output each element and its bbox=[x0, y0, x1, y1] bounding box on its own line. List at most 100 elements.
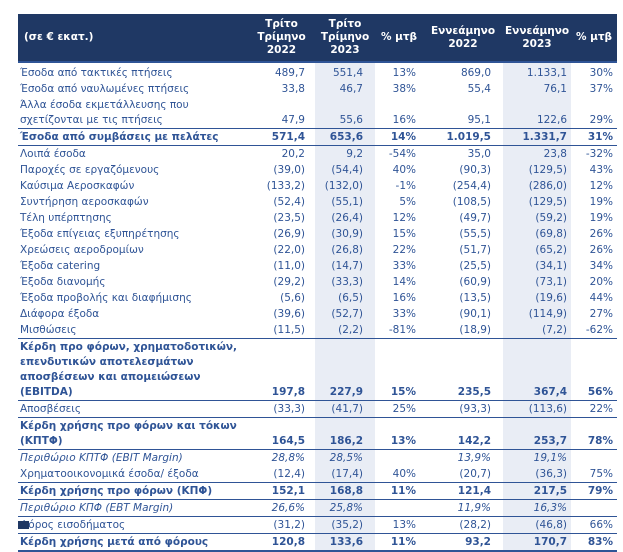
cell-9m-2022: 121,4 bbox=[423, 482, 503, 500]
cell-9m-2023: 76,1 bbox=[503, 81, 571, 97]
cell-q3-2023: (55,1) bbox=[315, 194, 375, 210]
table-row: Χρεώσεις αεροδρομίων (22,0) (26,8) 22% (… bbox=[18, 242, 617, 258]
cell-q3-2023: 28,5% bbox=[315, 449, 375, 466]
header-row: (σε € εκατ.) Τρίτο Τρίμηνο 2022 Τρίτο Τρ… bbox=[18, 14, 617, 63]
row-label: Έσοδα από συμβάσεις με πελάτες bbox=[18, 128, 248, 146]
cell-9m-2022: 13,9% bbox=[457, 452, 491, 464]
cell-9m-2022: (51,7) bbox=[459, 244, 491, 256]
header-unit-label: (σε € εκατ.) bbox=[18, 14, 248, 63]
cell-q3-2022: 197,8 bbox=[248, 338, 315, 401]
table-row: Αποσβέσεις (33,3) (41,7) 25% (93,3) (113… bbox=[18, 400, 617, 418]
cell-pct-change-quarter: -54% bbox=[388, 148, 416, 160]
cell-9m-2023: 217,5 bbox=[503, 482, 571, 500]
row-label: Κέρδη προ φόρων, χρηματοδοτικών, επενδυτ… bbox=[18, 338, 248, 401]
row-label: Αποσβέσεις bbox=[18, 400, 248, 418]
row-label: Άλλα έσοδα εκμετάλλευσης που σχετίζονται… bbox=[20, 99, 189, 126]
header-pct-change-quarter: % μτβ bbox=[375, 14, 423, 63]
table-row: Άλλα έσοδα εκμετάλλευσης που σχετίζονται… bbox=[18, 97, 617, 129]
cell-9m-2023: 23,8 bbox=[503, 145, 571, 162]
row-label: Μισθώσεις bbox=[18, 322, 248, 339]
table-row: Περιθώριο ΚΠΤΦ (EBIT Margin) 28,8% 28,5%… bbox=[18, 449, 617, 467]
row-label: Παροχές σε εργαζόμενους bbox=[20, 164, 160, 176]
row-label: Καύσιμα Αεροσκαφών bbox=[20, 180, 135, 192]
cell-pct-change-9m bbox=[571, 450, 617, 467]
cell-pct-change-quarter: -81% bbox=[375, 322, 423, 339]
cell-9m-2023: 19,1% bbox=[503, 449, 571, 466]
cell-pct-change-9m: 44% bbox=[589, 292, 613, 304]
cell-pct-change-9m: 79% bbox=[571, 482, 617, 500]
table-row: Έσοδα από ναυλωμένες πτήσεις 33,8 46,7 3… bbox=[18, 81, 617, 97]
cell-q3-2022: (22,0) bbox=[273, 244, 305, 256]
cell-9m-2022: (254,4) bbox=[452, 180, 491, 192]
row-label: Τέλη υπέρπτησης bbox=[20, 212, 112, 224]
cell-q3-2023: 133,6 bbox=[315, 533, 375, 552]
cell-pct-change-9m bbox=[571, 499, 617, 517]
cell-pct-change-quarter bbox=[375, 499, 423, 517]
cell-9m-2023: 122,6 bbox=[503, 97, 571, 129]
cell-pct-change-9m: 43% bbox=[589, 164, 613, 176]
cell-q3-2022: 152,1 bbox=[248, 482, 315, 500]
cell-pct-change-quarter: 22% bbox=[392, 244, 416, 256]
table-row: Έσοδα από τακτικές πτήσεις 489,7 551,4 1… bbox=[18, 62, 617, 81]
cell-q3-2023: 186,2 bbox=[315, 417, 375, 450]
table-row: Έξοδα catering (11,0) (14,7) 33% (25,5) … bbox=[18, 258, 617, 274]
cell-9m-2022: 55,4 bbox=[467, 83, 491, 95]
table-row: Κέρδη προ φόρων, χρηματοδοτικών, επενδυτ… bbox=[18, 338, 617, 401]
cell-pct-change-9m: 19% bbox=[589, 196, 613, 208]
cell-pct-change-9m: 19% bbox=[589, 212, 613, 224]
cell-q3-2023: 46,7 bbox=[315, 81, 375, 97]
table-row: Φόρος εισοδήματος (31,2) (35,2) 13% (28,… bbox=[18, 516, 617, 534]
cell-9m-2022: 93,2 bbox=[423, 533, 503, 552]
header-9m-2022: Εννεάμηνο 2022 bbox=[423, 14, 503, 63]
cell-9m-2023: (286,0) bbox=[503, 178, 571, 194]
cell-q3-2023: (2,2) bbox=[315, 322, 375, 339]
cell-q3-2023: (33,3) bbox=[315, 274, 375, 290]
cell-pct-change-quarter: 14% bbox=[375, 128, 423, 146]
cell-q3-2023: 653,6 bbox=[315, 128, 375, 146]
cell-q3-2023: (17,4) bbox=[315, 466, 375, 483]
cell-q3-2023: (132,0) bbox=[315, 178, 375, 194]
row-label: Κέρδη χρήσης προ φόρων και τόκων (ΚΠΤΦ) bbox=[18, 417, 248, 450]
cell-q3-2022: (11,0) bbox=[273, 260, 305, 272]
page-corner-artifact bbox=[18, 521, 29, 529]
cell-9m-2023: (73,1) bbox=[503, 274, 571, 290]
table-row: Κέρδη χρήσης μετά από φόρους 120,8 133,6… bbox=[18, 533, 617, 552]
cell-9m-2023: (19,6) bbox=[503, 290, 571, 306]
cell-9m-2023: 16,3% bbox=[503, 499, 571, 517]
table-row: Συντήρηση αεροσκαφών (52,4) (55,1) 5% (1… bbox=[18, 194, 617, 210]
row-label: Χρηματοοικονομικά έσοδα/ έξοδα bbox=[18, 466, 248, 483]
cell-pct-change-quarter: 33% bbox=[392, 308, 416, 320]
cell-pct-change-9m: 29% bbox=[589, 114, 613, 126]
cell-pct-change-9m: 56% bbox=[571, 338, 617, 401]
cell-9m-2022: (18,9) bbox=[423, 322, 503, 339]
cell-pct-change-quarter: 38% bbox=[392, 83, 416, 95]
cell-q3-2022: (133,2) bbox=[266, 180, 305, 192]
header-9m-2023: Εννεάμηνο 2023 bbox=[503, 14, 571, 63]
cell-pct-change-quarter: 25% bbox=[375, 400, 423, 418]
row-label: Έσοδα από ναυλωμένες πτήσεις bbox=[20, 83, 190, 95]
cell-9m-2022: (90,1) bbox=[459, 308, 491, 320]
cell-pct-change-9m: 34% bbox=[589, 260, 613, 272]
table-row: Μισθώσεις (11,5) (2,2) -81% (18,9) (7,2)… bbox=[18, 322, 617, 339]
cell-pct-change-9m: 12% bbox=[589, 180, 613, 192]
table-row: Έξοδα διανομής (29,2) (33,3) 14% (60,9) … bbox=[18, 274, 617, 290]
cell-pct-change-9m: 75% bbox=[571, 466, 617, 483]
cell-q3-2023: 25,8% bbox=[315, 499, 375, 517]
cell-9m-2023: 367,4 bbox=[503, 338, 571, 401]
cell-9m-2023: (36,3) bbox=[503, 466, 571, 483]
cell-q3-2023: 168,8 bbox=[315, 482, 375, 500]
cell-9m-2022: 35,0 bbox=[467, 148, 491, 160]
cell-pct-change-quarter: 13% bbox=[375, 417, 423, 450]
cell-q3-2022: (39,0) bbox=[273, 164, 305, 176]
cell-pct-change-quarter: 15% bbox=[392, 228, 416, 240]
row-label: Φόρος εισοδήματος bbox=[18, 516, 248, 534]
cell-9m-2023: (59,2) bbox=[503, 210, 571, 226]
cell-9m-2022: 11,9% bbox=[423, 499, 503, 517]
cell-pct-change-quarter: 16% bbox=[392, 292, 416, 304]
cell-9m-2023: 170,7 bbox=[503, 533, 571, 552]
row-label: Περιθώριο ΚΠΦ (EBT Margin) bbox=[18, 499, 248, 517]
cell-pct-change-9m: 37% bbox=[589, 83, 613, 95]
cell-9m-2022: (49,7) bbox=[459, 212, 491, 224]
cell-q3-2022: (23,5) bbox=[273, 212, 305, 224]
cell-pct-change-9m: 20% bbox=[589, 276, 613, 288]
